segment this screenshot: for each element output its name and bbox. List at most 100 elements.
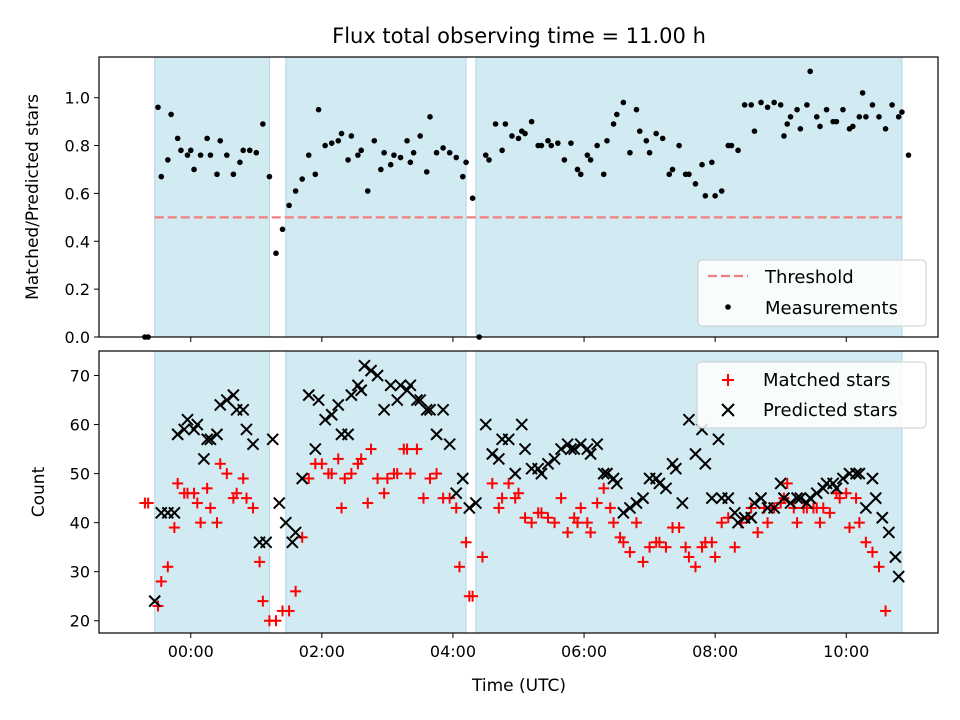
predicted-point [518,442,532,456]
measurement-point [260,121,266,127]
matched-point [581,517,593,529]
matched-point [637,556,649,568]
predicted-point [443,437,456,451]
matched-point [644,541,656,553]
measurement-point [584,152,591,158]
measurement-point [492,121,499,127]
predicted-point [479,418,492,431]
matched-point [496,492,508,504]
measurement-point [397,154,404,161]
measurement-point [224,152,230,158]
predicted-point [273,496,286,510]
predicted-point [312,393,325,407]
measurement-point [561,157,568,163]
measurement-point [833,118,840,125]
measurement-point [204,135,210,142]
predicted-point [227,388,240,402]
matched-point [290,585,302,597]
count-legend-frame [696,361,927,429]
matched-point [519,512,531,524]
predicted-point [849,467,863,480]
matched-point [486,477,498,489]
predicted-point [699,457,712,471]
predicted-point [584,447,597,461]
measurements-legend-swatch [725,304,731,310]
measurement-point [446,149,453,156]
matched-point [873,561,885,573]
matched-point [788,502,800,514]
matched-point [575,502,587,514]
y-tick-label: 20 [70,612,90,631]
measurement-point [515,135,522,142]
measurement-point [240,147,247,154]
predicted-point [712,433,725,446]
matched-point [336,502,348,514]
measurement-point [784,121,791,127]
ratio-legend-frame [697,259,927,327]
measurement-point [804,102,810,108]
predicted-point [541,457,555,471]
measurement-point [646,149,653,156]
measurement-point [364,188,371,194]
predicted-point [744,511,758,524]
measurement-point [253,149,260,156]
predicted-point [391,393,404,407]
predicted-point [181,413,194,426]
matched-point [476,551,488,563]
matched-point [378,487,390,499]
measurement-point [797,125,804,132]
measurement-point [168,111,174,118]
matched-point [221,468,233,480]
observing-interval-0 [154,350,270,634]
measurement-point [440,145,446,151]
predicted-point [168,506,181,520]
matched-point [417,492,429,504]
matched-point [624,546,636,558]
measurement-point [620,99,627,106]
matched-point [729,541,741,553]
predicted-point [535,467,548,480]
matched-point [860,536,872,548]
chart-title: Flux total observing time = 11.00 h [332,24,706,48]
matched-point [172,477,184,489]
y-tick-label: 60 [70,416,90,435]
plot-frame [98,350,939,634]
measurement-point [338,130,345,137]
predicted-point [502,433,515,446]
measurement-point [499,147,505,154]
matched-point [303,473,315,485]
matched-point [745,502,757,514]
predicted-point [191,418,204,431]
matched-point [824,507,836,519]
measurement-point [555,140,561,146]
matched-point [270,615,282,627]
matched-point [844,522,856,534]
measurement-point [741,102,748,108]
measurement-point [666,171,673,178]
measurement-point [155,104,161,111]
measurement-point [230,171,237,178]
measurement-point [315,106,322,113]
measurement-point [600,171,607,178]
predicted-point [869,491,882,505]
measurement-point [207,152,214,158]
measurement-point [764,104,771,111]
y-tick-label: 0.0 [65,328,90,347]
measurement-point [328,140,335,146]
predicted-point [200,433,214,446]
matched-point [689,561,701,573]
measurement-point [577,171,584,178]
predicted-point [318,413,332,426]
measurement-point [286,202,292,209]
predicted-point [836,472,850,485]
measurement-point [574,166,581,173]
measurement-point [676,142,682,149]
matched-point [542,512,554,524]
matched-point [834,492,846,504]
observing-interval-0 [154,56,270,338]
predicted-point [423,403,437,417]
matched-point [362,497,374,509]
matched-point [555,492,567,504]
measurement-point [604,137,610,144]
measurement-point [587,157,594,163]
